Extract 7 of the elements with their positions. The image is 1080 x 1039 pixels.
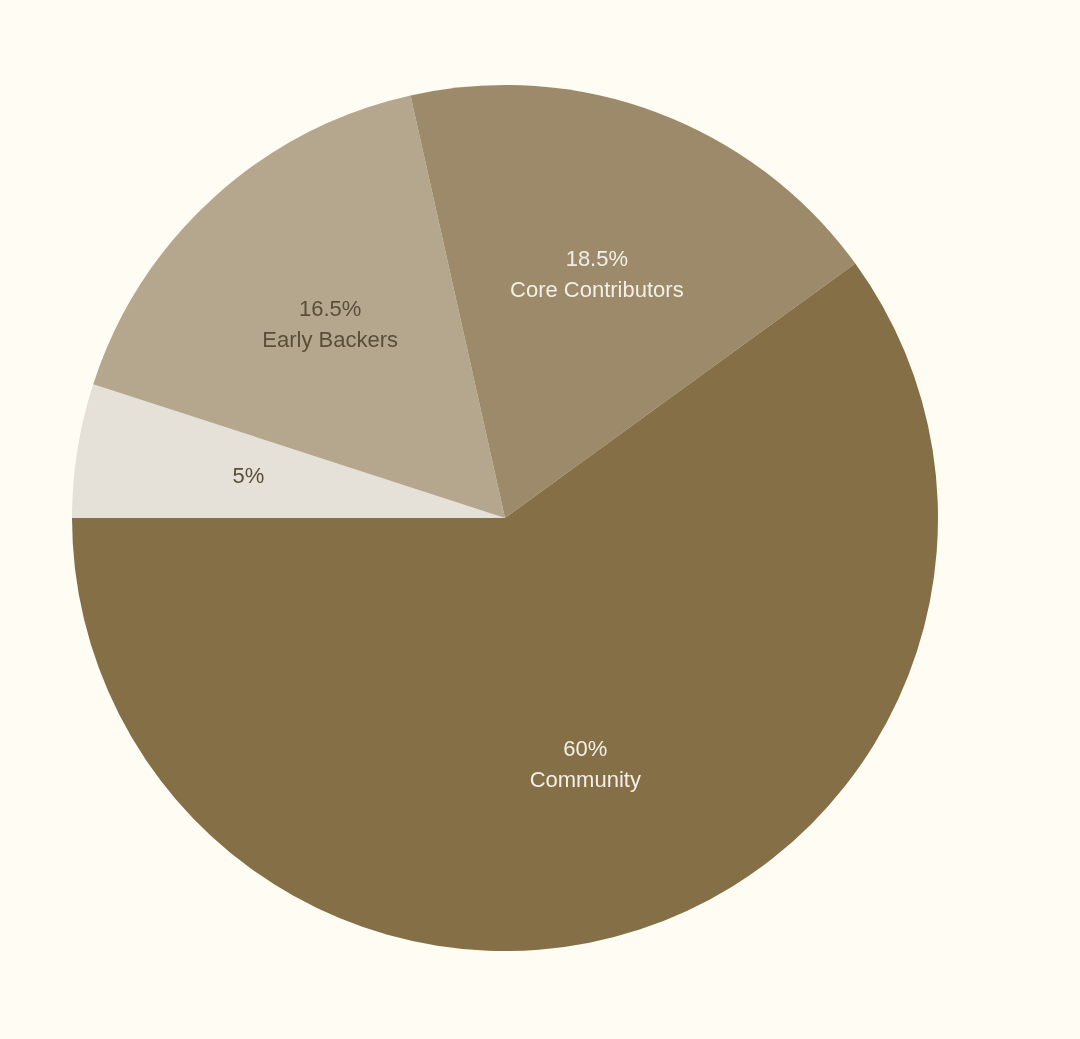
data-label: 60% <box>563 735 608 761</box>
data-label: 16.5% <box>298 296 362 322</box>
data-label: 18.5% <box>565 245 629 271</box>
slice-label: Early Backers <box>262 327 399 353</box>
slice-label: Core Contributors <box>510 276 684 302</box>
data-label: 5% <box>232 463 265 489</box>
slice-label: Community <box>529 766 641 792</box>
